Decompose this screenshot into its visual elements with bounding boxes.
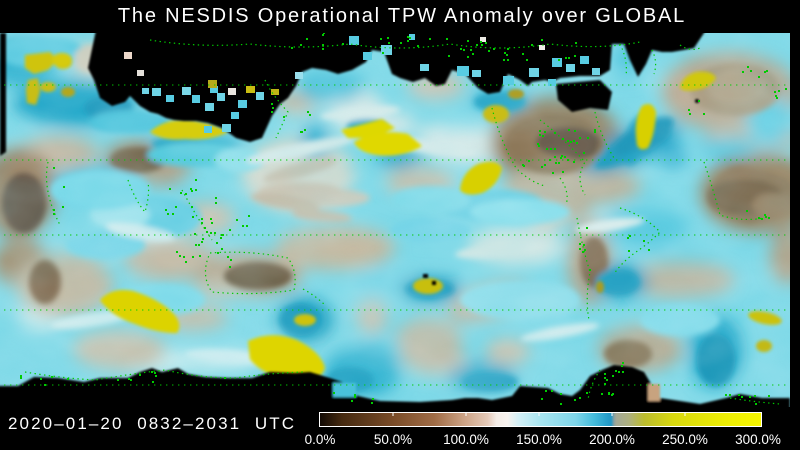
svg-text:150.0%: 150.0%: [516, 432, 562, 447]
svg-text:0.0%: 0.0%: [305, 432, 336, 447]
svg-text:250.0%: 250.0%: [662, 432, 708, 447]
svg-text:100.0%: 100.0%: [443, 432, 489, 447]
svg-text:200.0%: 200.0%: [589, 432, 635, 447]
svg-text:2020–01–20 0832–2031 UTC: 2020–01–20 0832–2031 UTC: [8, 414, 296, 433]
svg-text:300.0%: 300.0%: [735, 432, 781, 447]
svg-text:The NESDIS Operational TPW A: The NESDIS Operational TPW Anomaly over …: [118, 5, 686, 27]
svg-text:50.0%: 50.0%: [374, 432, 412, 447]
